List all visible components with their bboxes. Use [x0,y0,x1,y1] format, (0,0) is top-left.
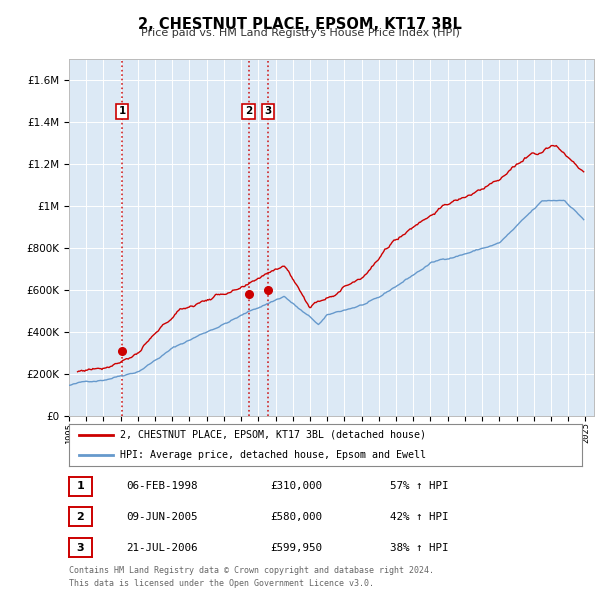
Text: £580,000: £580,000 [270,512,322,522]
Text: Contains HM Land Registry data © Crown copyright and database right 2024.: Contains HM Land Registry data © Crown c… [69,566,434,575]
Text: 57% ↑ HPI: 57% ↑ HPI [390,481,449,491]
Text: 42% ↑ HPI: 42% ↑ HPI [390,512,449,522]
Text: 3: 3 [77,543,84,552]
Text: 2: 2 [77,512,84,522]
Text: 1: 1 [119,106,126,116]
Text: 2, CHESTNUT PLACE, EPSOM, KT17 3BL (detached house): 2, CHESTNUT PLACE, EPSOM, KT17 3BL (deta… [121,430,426,440]
Text: This data is licensed under the Open Government Licence v3.0.: This data is licensed under the Open Gov… [69,579,374,588]
Text: £310,000: £310,000 [270,481,322,491]
Text: 2: 2 [245,106,253,116]
Text: 38% ↑ HPI: 38% ↑ HPI [390,543,449,552]
Text: 1: 1 [77,481,84,491]
Text: 2, CHESTNUT PLACE, EPSOM, KT17 3BL: 2, CHESTNUT PLACE, EPSOM, KT17 3BL [138,17,462,31]
Text: 21-JUL-2006: 21-JUL-2006 [126,543,197,552]
Text: 09-JUN-2005: 09-JUN-2005 [126,512,197,522]
Text: £599,950: £599,950 [270,543,322,552]
Text: Price paid vs. HM Land Registry's House Price Index (HPI): Price paid vs. HM Land Registry's House … [140,28,460,38]
Text: 3: 3 [264,106,271,116]
Text: HPI: Average price, detached house, Epsom and Ewell: HPI: Average price, detached house, Epso… [121,450,426,460]
Text: 06-FEB-1998: 06-FEB-1998 [126,481,197,491]
